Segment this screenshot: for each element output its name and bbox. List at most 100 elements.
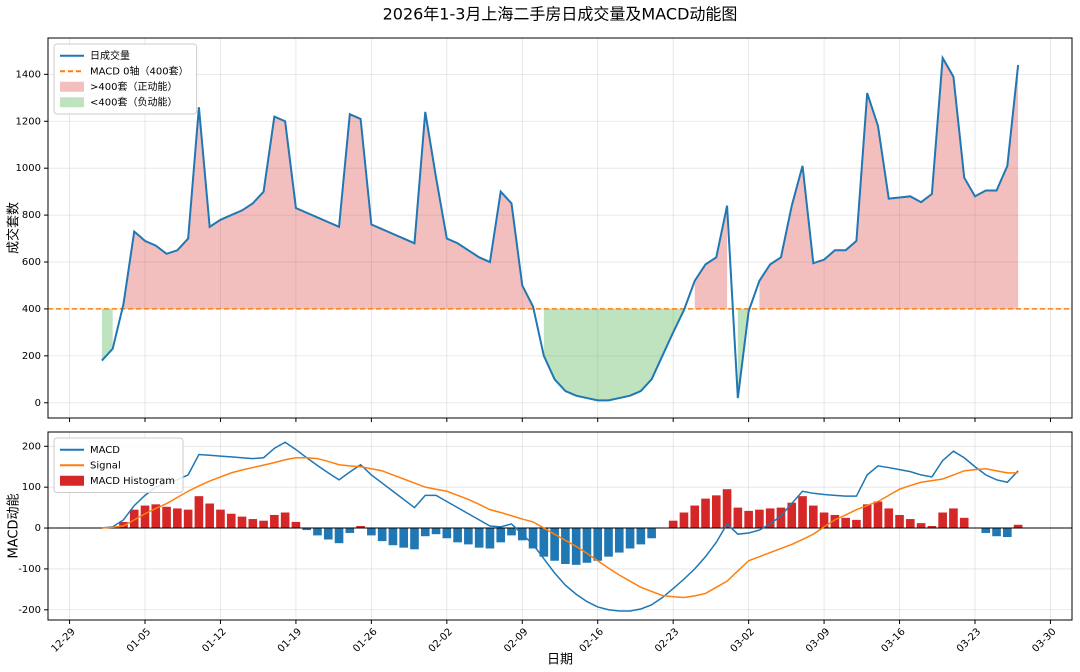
bar: [636, 528, 646, 545]
bar: [862, 504, 872, 529]
bar: [334, 528, 344, 544]
legend-label: <400套（负动能）: [90, 95, 177, 108]
y-tick-label: 800: [22, 210, 41, 221]
bar: [873, 501, 883, 529]
bar: [140, 505, 150, 529]
y-axis-label: MACD动能: [7, 494, 22, 559]
bar: [259, 520, 268, 529]
bar: [323, 528, 333, 540]
y-tick-label: -200: [18, 605, 41, 616]
bar: [410, 528, 419, 550]
y-tick-label: 200: [22, 441, 41, 452]
y-tick-label: 1200: [16, 116, 41, 127]
bar: [711, 495, 721, 529]
bar: [345, 528, 355, 533]
bar: [496, 528, 506, 543]
legend-label: >400套（正动能）: [90, 80, 177, 93]
bar: [808, 505, 818, 529]
bar: [625, 528, 635, 549]
bar: [453, 528, 462, 543]
bar: [183, 509, 193, 529]
y-tick-label: 1400: [16, 69, 41, 80]
bar: [248, 519, 258, 529]
fill-area: [694, 205, 728, 309]
x-axis-label: 日期: [547, 653, 573, 668]
y-tick-label: 1000: [16, 163, 41, 174]
bar: [377, 528, 387, 542]
y-tick-label: 0: [35, 523, 41, 534]
legend: 日成交量 MACD 0轴（400套） >400套（正动能） <400套（负动能）: [53, 43, 198, 115]
bar: [916, 523, 926, 529]
bar: [237, 516, 247, 529]
bar: [614, 528, 624, 553]
bar: [679, 512, 689, 529]
bar: [291, 521, 301, 529]
bar: [852, 519, 861, 529]
bar: [313, 528, 322, 536]
bar: [129, 509, 139, 529]
bar: [367, 528, 376, 536]
bar: [194, 496, 204, 529]
chart-title: 2026年1-3月上海二手房日成交量及MACD动能图: [383, 5, 738, 24]
bar: [668, 520, 678, 529]
panel: 0 200 400 600 800 1000 1200 1400 成交套数 日成交量 MACD 0轴…: [6, 37, 1073, 422]
bar: [949, 508, 958, 529]
legend-box: [53, 43, 198, 115]
legend-label: MACD: [90, 445, 120, 456]
bar: [205, 503, 214, 529]
bar: [582, 528, 592, 563]
bar: [173, 508, 182, 529]
bar: [226, 513, 236, 529]
bar: [841, 517, 850, 529]
bar: [690, 505, 700, 529]
bar: [507, 528, 516, 536]
bar: [722, 489, 732, 529]
plot-frame: [47, 431, 1073, 621]
bar: [151, 504, 161, 529]
bar: [464, 528, 473, 545]
bar: [884, 508, 894, 529]
y-tick-label: -100: [18, 564, 41, 575]
fill-area: [123, 107, 534, 309]
bar: [216, 509, 225, 529]
bar: [442, 528, 452, 539]
bar: [647, 528, 656, 539]
bar: [280, 512, 290, 529]
bar: [744, 510, 753, 529]
fill-area: [759, 57, 1019, 309]
bar: [561, 528, 570, 565]
y-tick-label: 400: [22, 304, 41, 315]
bar: [474, 528, 484, 548]
line: [101, 441, 1019, 612]
bar: [604, 528, 613, 557]
bar: [733, 507, 743, 529]
bar: [927, 526, 937, 529]
legend: MACD Signal MACD Histogram: [53, 437, 184, 493]
bar: [776, 507, 786, 529]
bar: [420, 528, 430, 537]
bar: [895, 514, 904, 529]
y-tick-label: 600: [22, 257, 41, 268]
bar: [302, 528, 312, 531]
legend-label: 日成交量: [90, 49, 130, 62]
bar: [399, 528, 409, 548]
fill-area: [101, 308, 113, 361]
bar: [992, 528, 1001, 537]
bar: [119, 521, 128, 529]
bar: [787, 502, 797, 529]
bar: [906, 519, 915, 529]
bar: [162, 506, 171, 529]
bar: [701, 498, 710, 529]
bar: [593, 528, 603, 561]
legend-box: [53, 437, 184, 493]
bar: [959, 517, 969, 529]
bar: [388, 528, 398, 546]
bar: [798, 496, 807, 529]
bar: [485, 528, 495, 549]
plot-frame: [47, 37, 1073, 419]
bar: [819, 512, 829, 529]
bar: [528, 528, 538, 549]
legend-swatch: [60, 81, 84, 92]
legend-label: Signal: [90, 460, 121, 471]
bar: [431, 528, 441, 535]
